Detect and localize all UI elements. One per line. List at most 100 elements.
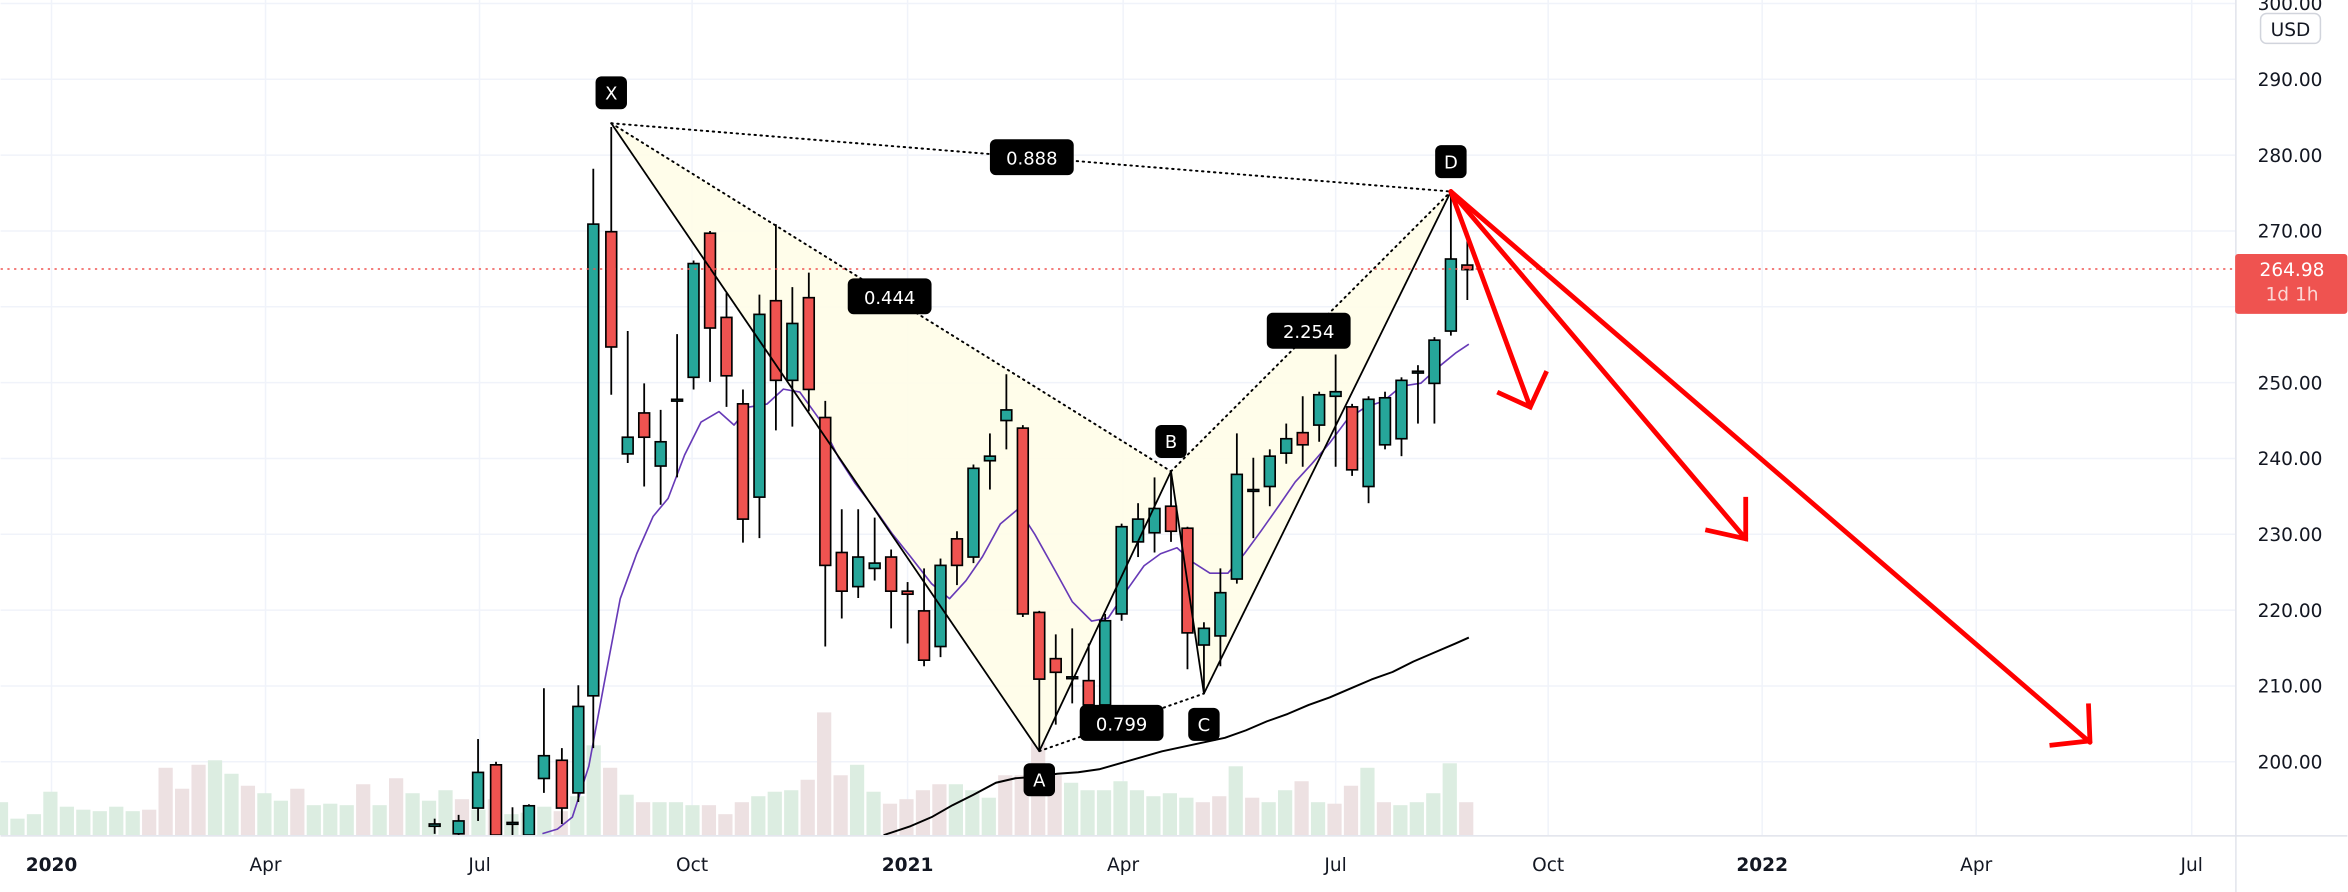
pattern-triangle <box>1171 191 1451 694</box>
pattern-point-label-D[interactable]: D <box>1435 145 1467 179</box>
volume-bar <box>1343 785 1359 836</box>
candle-body <box>983 455 997 462</box>
time-tick-label: 2021 <box>882 855 934 876</box>
projection-arrow <box>1448 189 1749 542</box>
time-axis[interactable] <box>0 835 2236 892</box>
candle-body <box>769 299 783 382</box>
pattern-leg-AB <box>1038 470 1172 752</box>
candle <box>901 582 914 644</box>
candle-body <box>786 322 799 382</box>
candle-body <box>555 759 569 809</box>
pattern-triangle <box>611 123 1172 752</box>
candle-body <box>471 771 485 809</box>
label-box <box>1155 425 1187 458</box>
volume-bar <box>668 802 684 836</box>
pattern-point-label-A[interactable]: A <box>1023 763 1056 797</box>
candle-body <box>1296 431 1309 446</box>
ratio-label-bd[interactable]: 2.254 <box>1266 312 1351 349</box>
price-axis-ticks: 300.00 290.00 280.00 270.00 250.00 240.00 230.… <box>2258 0 2323 774</box>
candle-body <box>703 232 717 329</box>
candle-body <box>1362 398 1375 488</box>
volume-bar <box>76 809 91 836</box>
price-tick-label: 200.00 <box>2258 753 2323 774</box>
candle-body <box>1230 473 1244 580</box>
candle-body <box>1033 611 1046 680</box>
candle <box>1214 568 1227 667</box>
volume-bar <box>1327 803 1342 836</box>
price-tick-label: 210.00 <box>2258 677 2323 698</box>
candle-body <box>1082 679 1095 706</box>
volume-bar <box>1146 796 1161 836</box>
ratio-label-xd[interactable]: 0.888 <box>989 139 1074 176</box>
pattern-point-label-C[interactable]: C <box>1188 707 1220 741</box>
volume-bar <box>1096 790 1112 836</box>
candle-body <box>802 296 816 391</box>
candle <box>637 383 651 487</box>
candle <box>1115 523 1128 621</box>
candle <box>1312 391 1326 442</box>
volume-bar <box>619 794 634 836</box>
candle <box>1247 457 1260 539</box>
candle-body <box>1312 393 1326 426</box>
candle <box>1098 613 1112 707</box>
pattern-point-label-B[interactable]: B <box>1155 425 1187 458</box>
label-text: C <box>1198 715 1211 736</box>
volume-bar <box>257 793 272 836</box>
price-tick-label: 290.00 <box>2258 70 2323 91</box>
candle <box>884 549 898 629</box>
candle-body <box>1329 390 1342 398</box>
candle <box>506 807 519 836</box>
candle <box>1148 477 1161 553</box>
volume-bar <box>1113 781 1128 836</box>
volume-bar <box>998 775 1013 836</box>
volume-bar <box>1195 802 1210 836</box>
candle-body <box>884 556 898 592</box>
volume-bar <box>1261 802 1276 836</box>
candle-body <box>572 705 585 794</box>
candle-body <box>1066 676 1079 680</box>
candle-body <box>428 823 441 828</box>
candle-body <box>1016 427 1030 615</box>
time-tick-label: Jul <box>1323 855 1346 876</box>
candle <box>1164 471 1178 542</box>
volume-bar <box>915 790 931 836</box>
candle-body <box>967 467 980 558</box>
candle <box>654 409 667 505</box>
volume-bar <box>1393 805 1408 836</box>
ratio-label-xb[interactable]: 0.444 <box>847 278 932 315</box>
bearish-projection-arrows[interactable] <box>1448 189 2093 748</box>
volume-bar <box>932 784 947 836</box>
candle-body <box>654 440 667 467</box>
currency-badge[interactable]: USD <box>2259 12 2322 45</box>
candle <box>983 433 997 490</box>
candle <box>769 224 783 431</box>
volume-bar <box>290 788 305 836</box>
price-axis[interactable] <box>2235 0 2348 892</box>
volume-bar <box>158 767 173 836</box>
candle-body <box>901 590 914 596</box>
candle <box>452 814 465 836</box>
candle-body <box>452 820 465 835</box>
time-tick-label: Apr <box>1107 855 1139 876</box>
pattern-point-label-X[interactable]: X <box>595 76 627 110</box>
arrow-shaft <box>1448 189 1749 542</box>
label-box <box>595 76 627 110</box>
arrow-shaft <box>1448 189 1533 410</box>
volume-bar <box>734 802 749 836</box>
volume-bar <box>207 760 223 836</box>
fib-ratio-labels[interactable]: 0.888 0.444 2.254 0.799 <box>847 139 1351 741</box>
candle-body <box>1049 657 1062 674</box>
xabcd-point-labels[interactable]: X A B C D <box>595 76 1467 797</box>
volume-bar <box>1129 790 1145 836</box>
volume-bar <box>323 803 338 836</box>
label-box <box>1023 763 1056 797</box>
candle <box>1378 391 1392 450</box>
volume-bar <box>833 775 848 836</box>
last-price-countdown: 1d 1h <box>2265 284 2318 305</box>
candle <box>1345 403 1359 476</box>
candle <box>1428 337 1441 424</box>
candle-body <box>950 538 964 567</box>
ratio-label-ac[interactable]: 0.799 <box>1079 704 1164 741</box>
candle-body <box>621 436 634 455</box>
